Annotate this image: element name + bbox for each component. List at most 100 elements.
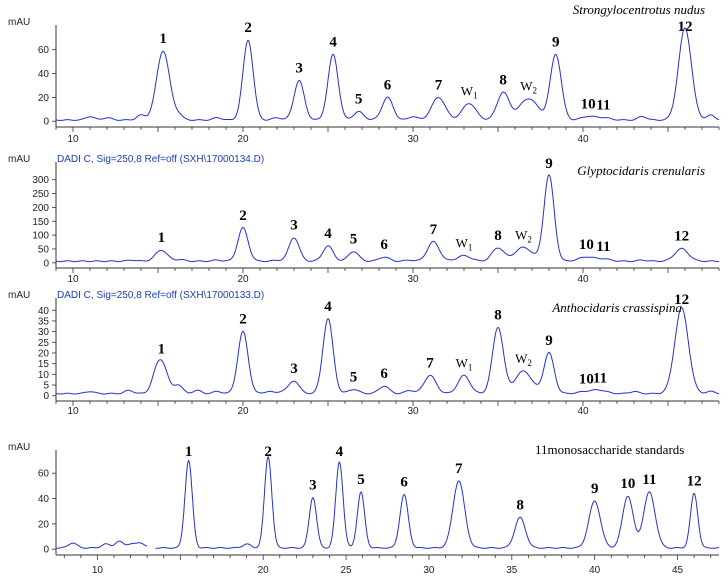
y-tick-label: 0 (43, 258, 49, 269)
y-tick-label: 20 (38, 519, 50, 530)
y-tick-label: 300 (32, 175, 49, 186)
x-tick-label: 40 (577, 274, 589, 285)
peak-label: 6 (384, 77, 392, 93)
x-tick-label: 10 (67, 274, 79, 285)
peak-label: 4 (329, 34, 337, 50)
y-tick-label: 15 (38, 359, 50, 370)
y-tick-label: 150 (32, 217, 49, 228)
y-tick-label: 10 (38, 370, 50, 381)
x-tick-label: 20 (258, 565, 270, 576)
peak-label: 5 (350, 231, 358, 247)
x-tick-label: 10 (92, 565, 104, 576)
signal-trace (55, 307, 720, 395)
peak-label: 4 (324, 226, 332, 242)
data-file-header: DADI C, Sig=250,8 Ref=off (SXH\17000134.… (57, 154, 264, 165)
x-tick-label: 10 (67, 406, 79, 417)
peak-label: 2 (239, 312, 247, 328)
y-tick-label: 0 (43, 391, 49, 402)
peak-label: 10 (579, 371, 594, 387)
peak-label: 9 (591, 481, 599, 497)
peak-label: 1 (158, 230, 166, 246)
peak-label: W2 (515, 351, 532, 368)
peak-label: 2 (244, 20, 252, 36)
signal-trace (55, 174, 719, 263)
peak-label: 1 (158, 342, 166, 358)
peak-label: 3 (290, 361, 298, 377)
peak-label: 6 (380, 366, 388, 382)
peak-label: 5 (355, 92, 363, 108)
y-tick-label: 100 (32, 231, 49, 242)
y-axis-label: mAU (8, 154, 30, 165)
sample-title: 11monosaccharide standards (535, 442, 684, 457)
y-tick-label: 20 (38, 93, 50, 104)
peak-label: 3 (309, 477, 317, 493)
peak-label: W2 (515, 227, 532, 244)
x-tick-label: 40 (577, 406, 589, 417)
peak-label: 11 (596, 239, 610, 255)
y-axis-label: mAU (8, 442, 30, 453)
x-tick-label: 25 (341, 565, 353, 576)
peak-label: 9 (545, 156, 553, 172)
y-tick-label: 250 (32, 189, 49, 200)
peak-label: 12 (674, 292, 689, 308)
peak-label: 6 (400, 475, 408, 491)
peak-label: 3 (290, 218, 298, 234)
peak-label: 8 (494, 228, 502, 244)
signal-trace (56, 455, 720, 549)
peak-label: 1 (159, 31, 167, 47)
y-tick-label: 5 (43, 381, 49, 392)
x-tick-label: 30 (407, 274, 419, 285)
peak-label: W1 (456, 236, 473, 253)
y-tick-label: 200 (32, 203, 49, 214)
peak-label: 6 (380, 237, 388, 253)
y-tick-label: 30 (38, 327, 50, 338)
peak-label: 7 (435, 77, 443, 93)
sample-title: Glyptocidaris crenularis (577, 163, 705, 178)
x-tick-label: 20 (237, 406, 249, 417)
peak-label: 12 (687, 473, 702, 489)
sample-title: Anthocidaris crassispina (551, 300, 682, 315)
peak-label: W2 (520, 79, 537, 96)
x-tick-label: 20 (237, 274, 249, 285)
y-tick-label: 40 (38, 69, 50, 80)
y-axis-label: mAU (8, 290, 30, 301)
y-tick-label: 0 (43, 545, 49, 556)
peak-label: 2 (239, 208, 247, 224)
y-tick-label: 50 (38, 244, 50, 255)
signal-trace (55, 27, 720, 121)
y-tick-label: 40 (38, 494, 50, 505)
peak-label: 4 (324, 299, 332, 315)
peak-label: 8 (516, 498, 524, 514)
y-tick-label: 0 (43, 117, 49, 128)
peak-label: 11 (596, 98, 610, 114)
peak-label: 8 (494, 307, 502, 323)
peak-label: 11 (593, 370, 607, 386)
x-tick-label: 45 (672, 565, 684, 576)
peak-label: 10 (620, 476, 635, 492)
x-tick-label: 40 (589, 565, 601, 576)
x-tick-label: 35 (506, 565, 518, 576)
peak-label: 3 (295, 61, 303, 77)
peak-label: 5 (357, 472, 365, 488)
data-file-header: DADI C, Sig=250,8 Ref=off (SXH\17000133.… (57, 290, 264, 301)
peak-label: 8 (499, 73, 507, 89)
peak-label: 9 (552, 34, 560, 50)
peak-label: 12 (678, 19, 693, 35)
peak-label: W1 (456, 355, 473, 372)
y-axis-label: mAU (8, 17, 30, 28)
peak-label: 7 (426, 355, 434, 371)
y-tick-label: 60 (38, 469, 50, 480)
y-tick-label: 60 (38, 45, 50, 56)
peak-label: 10 (579, 237, 594, 253)
x-tick-label: 30 (423, 565, 435, 576)
peak-label: 7 (455, 461, 463, 477)
y-tick-label: 35 (38, 316, 50, 327)
peak-label: 11 (642, 472, 656, 488)
y-tick-label: 25 (38, 338, 50, 349)
y-tick-label: 20 (38, 349, 50, 360)
